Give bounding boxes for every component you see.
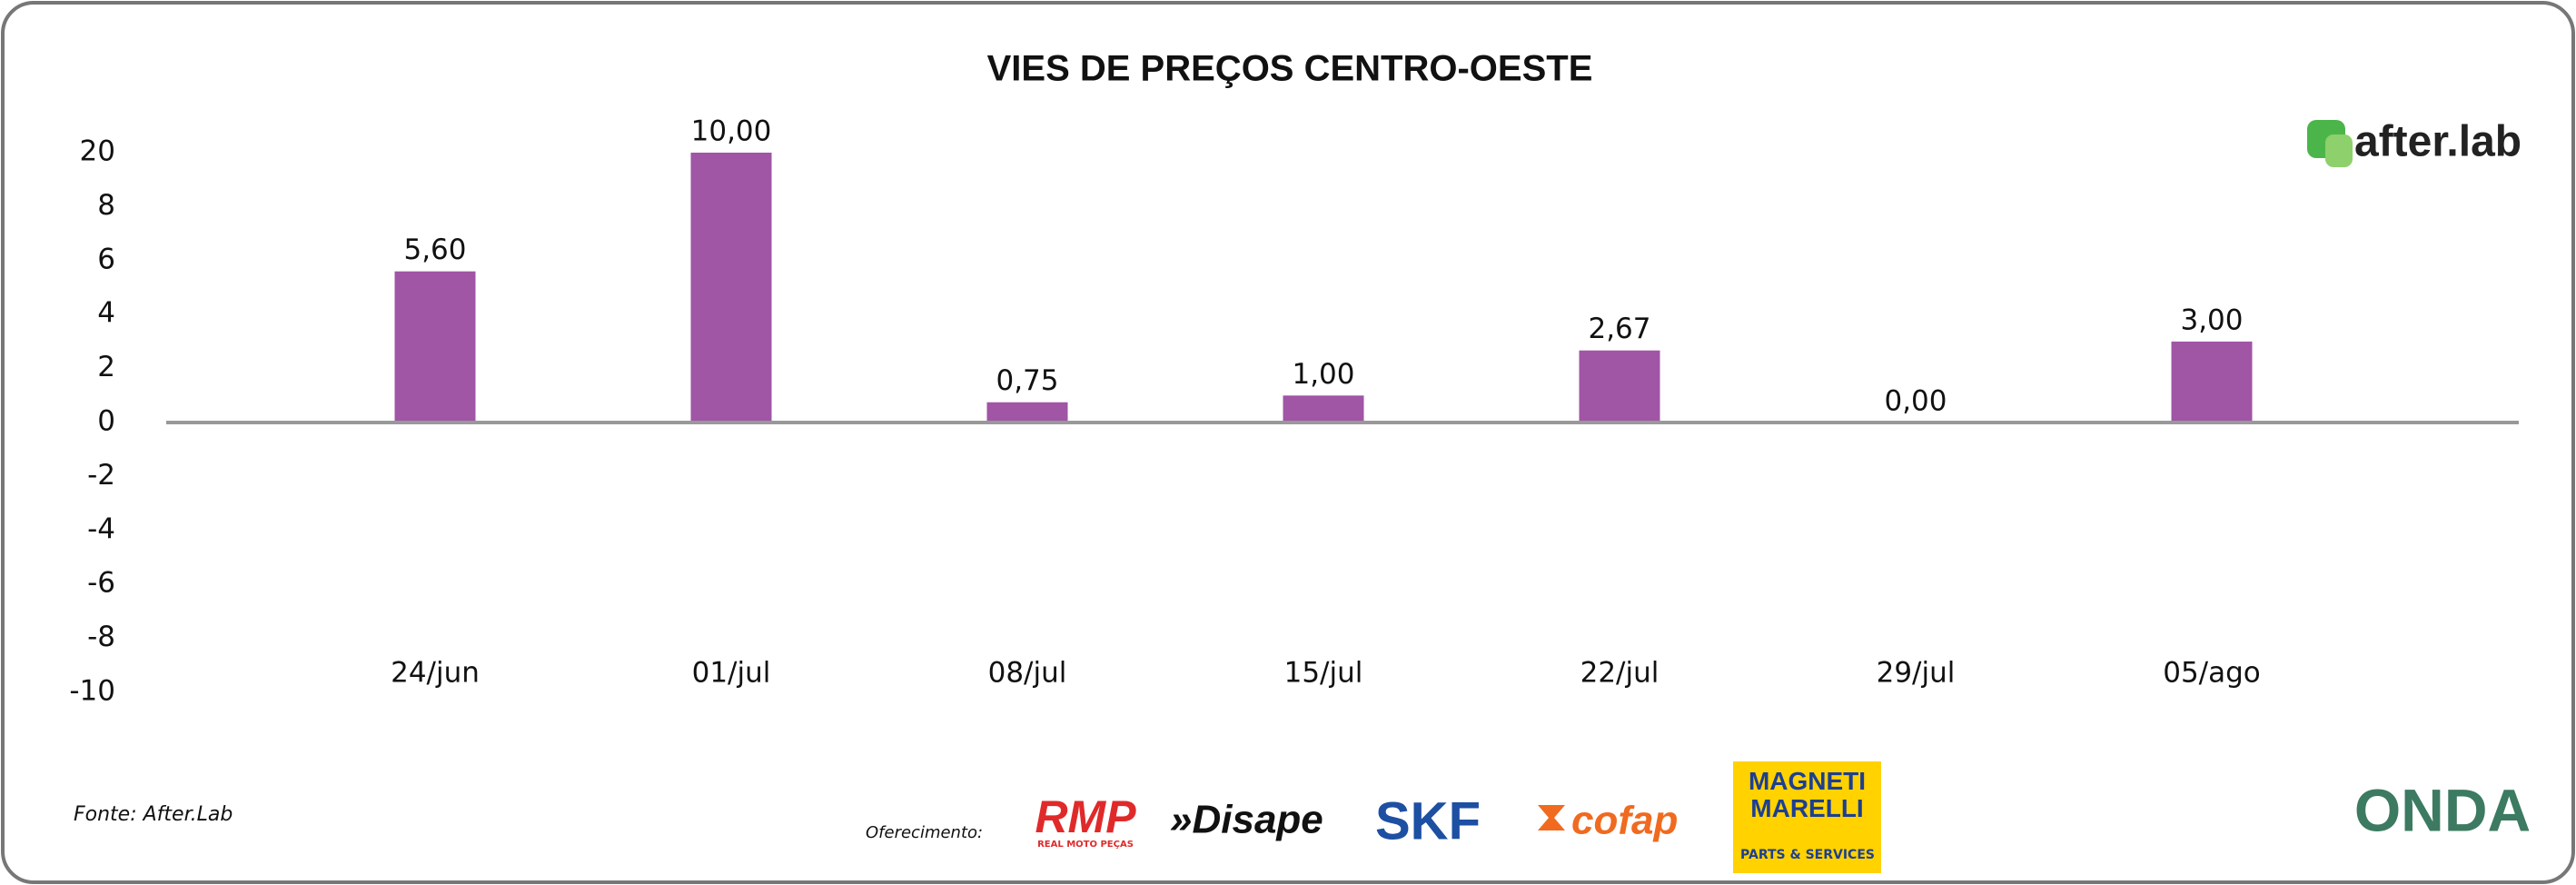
logo-cofap-icon: [1538, 805, 1565, 830]
y-tick-label: 20: [80, 135, 115, 168]
x-tick-label: 22/jul: [1580, 657, 1660, 690]
source: Fonte: After.Lab: [74, 803, 233, 826]
x-tick-label: 29/jul: [1877, 657, 1956, 690]
logo-skf: SKF: [1375, 791, 1481, 850]
sponsor-label: Oferecimento:: [866, 823, 983, 842]
logo-onda: ONDA: [2354, 776, 2531, 843]
y-tick-label: -4: [87, 512, 115, 545]
bar: [1283, 395, 1364, 423]
logo-rmp-sub: REAL MOTO PEÇAS: [1037, 840, 1134, 850]
bar: [1579, 350, 1660, 423]
x-tick-label: 24/jun: [391, 657, 480, 690]
y-tick-label: 8: [97, 189, 115, 222]
y-tick-label: -8: [87, 621, 115, 653]
value-label: 0,75: [996, 364, 1058, 397]
y-tick-label: -2: [87, 459, 115, 492]
brand-icon: [2325, 134, 2353, 167]
bar: [986, 402, 1068, 423]
bar: [2171, 341, 2253, 423]
x-tick-label: 05/ago: [2163, 657, 2261, 690]
logo-rmp: RMP: [1035, 791, 1136, 842]
value-label: 1,00: [1292, 358, 1354, 391]
value-label: 5,60: [403, 234, 466, 266]
y-tick-label: 0: [97, 405, 115, 438]
logo-magneti-wrap: MAGNETI MARELLI: [1748, 768, 1867, 822]
brand-name: after.lab: [2354, 118, 2522, 166]
y-tick-label: 6: [97, 243, 115, 275]
logo-cofap: cofap: [1571, 799, 1678, 843]
logo-magneti: MAGNETI MARELLI: [1748, 768, 1867, 822]
y-tick-label: -6: [87, 567, 115, 600]
brand-logo: after.lab: [2307, 118, 2522, 167]
x-tick-label: 08/jul: [988, 657, 1067, 690]
value-label: 2,67: [1588, 313, 1650, 345]
chart-title: VIES DE PREÇOS CENTRO-OESTE: [987, 49, 1593, 89]
logo-magneti-sub: PARTS & SERVICES: [1740, 848, 1875, 862]
x-tick-label: 15/jul: [1284, 657, 1363, 690]
logo-magneti-box: [1733, 761, 1881, 873]
value-label: 10,00: [691, 115, 772, 148]
x-tick-label: 01/jul: [692, 657, 771, 690]
y-tick-label: 4: [97, 297, 115, 330]
y-tick-label: -10: [69, 675, 115, 708]
value-label: 0,00: [1884, 385, 1947, 418]
bar: [394, 271, 476, 423]
logo-disape: »Disape: [1170, 798, 1323, 842]
value-label: 3,00: [2180, 303, 2243, 336]
bar: [690, 153, 772, 423]
y-tick-label: 2: [97, 351, 115, 383]
